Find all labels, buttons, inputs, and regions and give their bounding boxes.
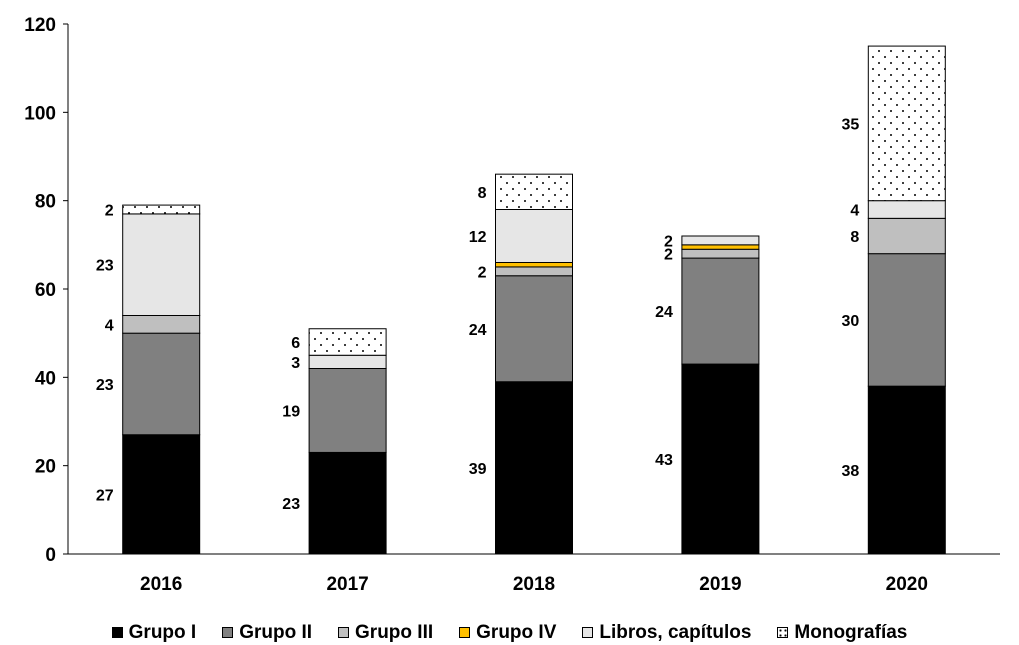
data-label: 27 [96, 487, 114, 504]
bar-segment-2018-0 [495, 381, 573, 555]
x-tick-label: 2017 [326, 574, 368, 595]
legend-item: Libros, capítulos [582, 622, 751, 644]
data-label: 39 [469, 461, 487, 478]
legend-swatch [111, 627, 123, 638]
legend-label: Grupo III [355, 621, 434, 643]
data-label: 30 [842, 313, 860, 330]
legend-label: Grupo I [128, 621, 197, 643]
legend-swatch [338, 627, 350, 638]
data-label: 23 [96, 377, 114, 394]
bar-segment-2019-4 [681, 235, 760, 246]
bar-segment-2020-2 [867, 217, 946, 255]
data-label: 8 [850, 229, 859, 246]
data-label: 4 [105, 317, 114, 334]
y-tick-label: 80 [35, 192, 56, 213]
bar-segment-2020-4 [867, 200, 946, 219]
y-tick-label: 120 [24, 15, 56, 36]
bar-segment-2020-1 [867, 253, 946, 387]
bar-segment-2018-1 [495, 275, 573, 383]
data-label: 23 [96, 258, 114, 275]
bar-segment-2016-4 [122, 213, 201, 317]
data-label: 2 [664, 247, 673, 264]
data-label: 12 [469, 229, 487, 246]
y-tick-label: 0 [45, 545, 56, 566]
bar-segment-2016-2 [122, 315, 201, 334]
data-label: 3 [291, 355, 300, 372]
legend-item: Grupo III [338, 622, 433, 644]
legend-item: Grupo II [222, 622, 312, 644]
bar-segment-2016-0 [122, 434, 201, 555]
bar-segment-2020-5 [867, 45, 946, 202]
data-label: 4 [850, 203, 859, 220]
bar-segment-2018-3 [495, 262, 573, 268]
legend-swatch [582, 627, 594, 638]
y-tick-label: 60 [35, 280, 56, 301]
data-label: 23 [282, 496, 300, 513]
y-tick-label: 100 [24, 103, 56, 124]
bar-segment-2017-1 [308, 368, 387, 453]
legend-swatch [222, 627, 234, 638]
data-label: 19 [282, 403, 300, 420]
legend-label: Grupo II [239, 621, 313, 643]
data-label: 8 [478, 185, 487, 202]
legend-label: Libros, capítulos [599, 621, 752, 643]
data-label: 2 [478, 264, 487, 281]
legend: Grupo I Grupo II Grupo III Grupo IV Libros, … [0, 620, 1019, 645]
y-tick-label: 40 [35, 368, 56, 389]
bar-segment-2017-4 [308, 354, 387, 369]
legend-label: Grupo IV [476, 621, 557, 643]
legend-label: Monografías [794, 621, 908, 643]
bar-segment-2016-1 [122, 332, 201, 436]
legend-swatch [459, 627, 471, 638]
bar-segment-2018-2 [495, 266, 573, 277]
data-label: 24 [469, 322, 487, 339]
legend-swatch [777, 627, 789, 638]
bar-segment-2019-0 [681, 363, 760, 555]
data-label: 35 [842, 116, 860, 133]
legend-item: Grupo IV [459, 622, 556, 644]
bar-segment-2019-3 [681, 244, 760, 250]
y-tick-label: 20 [35, 457, 56, 478]
bar-segment-2018-4 [495, 209, 573, 263]
x-tick-label: 2016 [140, 574, 182, 595]
data-label: 38 [842, 463, 860, 480]
bar-segment-2019-1 [681, 257, 760, 365]
bar-segment-2017-0 [308, 451, 387, 555]
x-tick-label: 2019 [699, 574, 741, 595]
x-tick-label: 2020 [886, 574, 928, 595]
bar-segment-2020-0 [867, 385, 946, 555]
data-label: 24 [655, 304, 673, 321]
bar-segment-2017-5 [308, 328, 387, 356]
bar-segment-2019-2 [681, 248, 760, 259]
data-label: 6 [291, 335, 300, 352]
x-tick-label: 2018 [513, 574, 555, 595]
data-label: 2 [105, 203, 114, 220]
data-label: 2 [664, 233, 673, 250]
legend-item: Grupo I [111, 621, 197, 644]
bar-segment-2016-5 [122, 204, 201, 215]
legend-item: Monografías [777, 622, 907, 644]
data-label: 43 [655, 452, 673, 469]
bar-segment-2018-5 [495, 173, 573, 211]
